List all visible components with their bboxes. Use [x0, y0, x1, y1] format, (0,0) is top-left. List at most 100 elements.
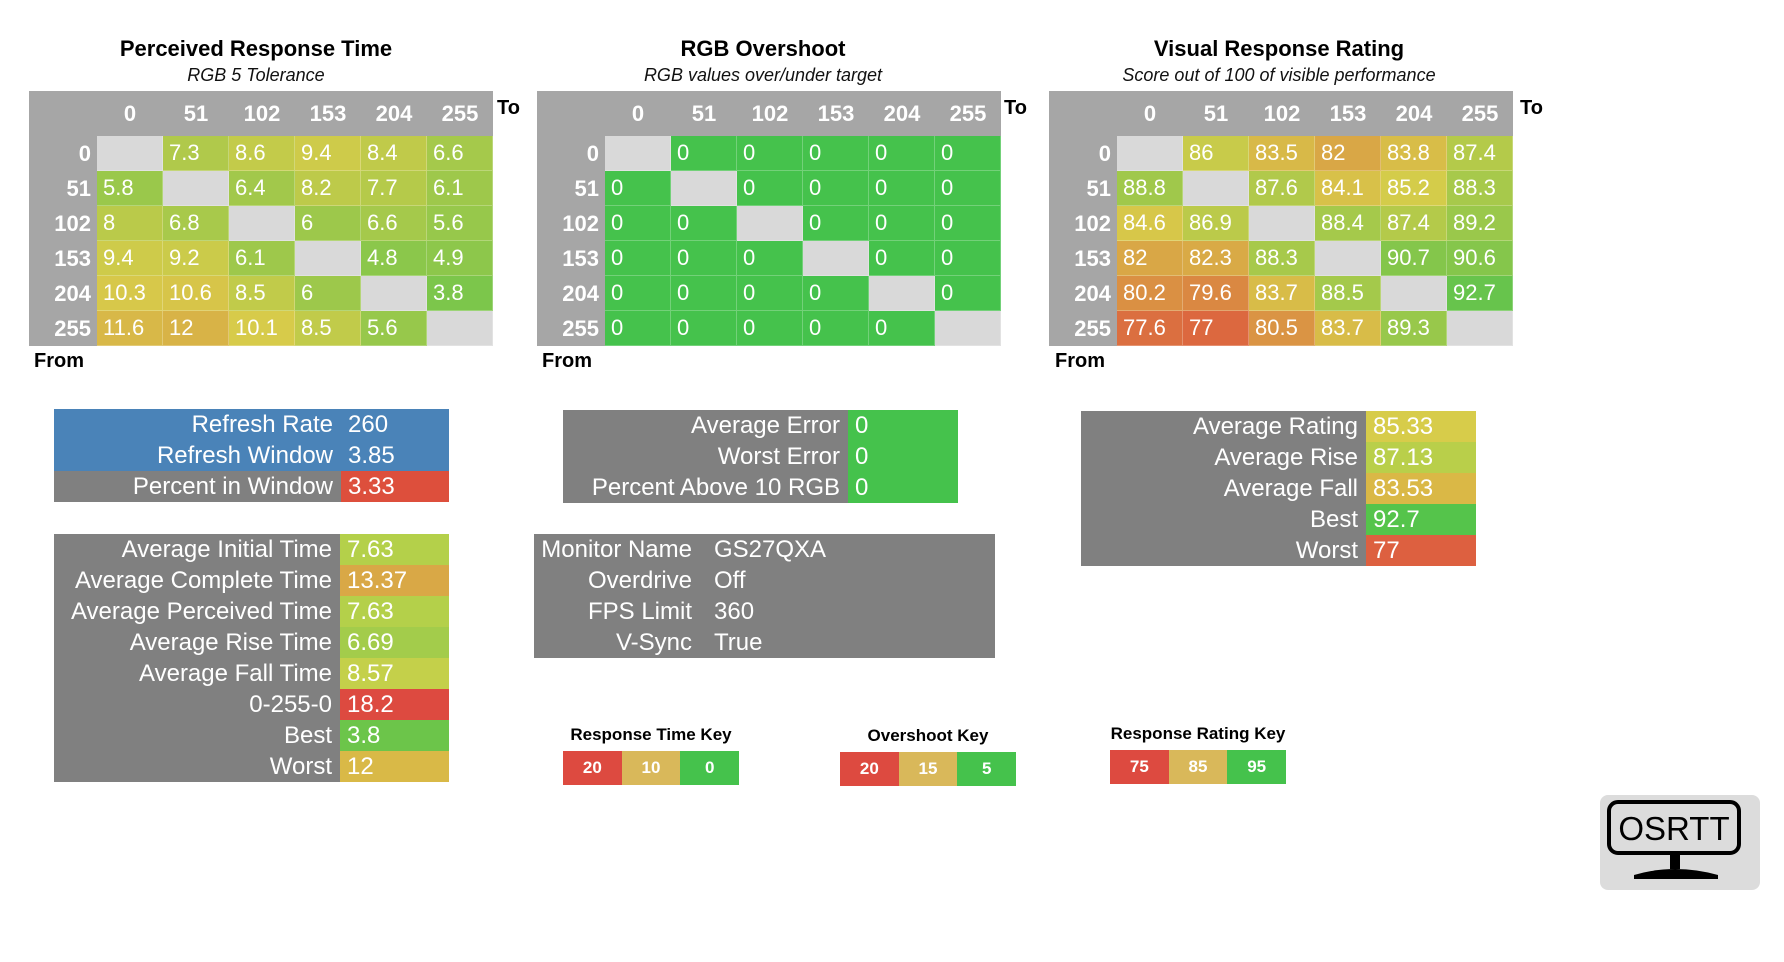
- key-swatch: 85: [1168, 750, 1228, 784]
- heatmap-col-header: 0: [1143, 100, 1157, 126]
- heatmap-cell: 82.3: [1183, 241, 1249, 276]
- heatmap-cell: 83.8: [1381, 136, 1447, 171]
- heatmap-diagonal-cell: [97, 136, 163, 171]
- heatmap-row-header: 255: [562, 315, 599, 341]
- heatmap-col-header: 102: [1263, 100, 1301, 126]
- heatmap-col-header: 153: [309, 100, 347, 126]
- heatmap-cell: 12: [163, 311, 229, 346]
- key-swatch: 95: [1227, 750, 1287, 784]
- heatmap-cell: 8.5: [229, 276, 295, 311]
- heatmap-cell: 11.6: [97, 311, 163, 346]
- heatmap-cell: 9.4: [295, 136, 361, 171]
- stat-label: Percent in Window: [54, 471, 341, 502]
- heatmap-cell: 0: [671, 276, 737, 311]
- heatmap-row-header: 153: [562, 245, 599, 271]
- heatmap-col-header: 153: [1329, 100, 1367, 126]
- heatmap-cell: 0: [671, 311, 737, 346]
- heatmap-cell: 6.6: [427, 136, 493, 171]
- heatmap-cell: 6: [295, 276, 361, 311]
- stat-label: Monitor Name: [541, 535, 692, 563]
- heatmap-row-header: 153: [1074, 245, 1111, 271]
- heatmap-row-header: 102: [562, 210, 599, 236]
- heatmap-row-header: 255: [54, 315, 91, 341]
- heatmap-cell: 3.8: [427, 276, 493, 311]
- heatmap-cell: 90.6: [1447, 241, 1513, 276]
- heatmap-cell: 0: [605, 241, 671, 276]
- stat-label: Average Fall Time: [139, 659, 332, 687]
- stat-label: Average Rise Time: [129, 628, 332, 656]
- heatmap-col-header: 255: [1461, 100, 1499, 126]
- stat-label: Average Complete Time: [74, 566, 332, 594]
- heatmap-row-header: 102: [54, 210, 91, 236]
- heatmap-col-header: 0: [123, 100, 137, 126]
- key-swatch: 5: [957, 752, 1017, 786]
- heatmap-overshoot: 0 51 102 153 204 255 0 0 0 0 0 0 51 0 0 0 0 0 102 0 0 0 0 0 153 0…: [537, 91, 1001, 346]
- heatmap-cell: 0: [869, 311, 935, 346]
- heatmap-cell: 6.4: [229, 171, 295, 206]
- stat-value: 7.63: [340, 534, 449, 565]
- stat-value: 87.13: [1366, 442, 1476, 473]
- stat-value: 3.8: [340, 720, 449, 751]
- heatmap-diagonal-cell: [935, 311, 1001, 346]
- stat-value: True: [714, 628, 763, 656]
- heatmap-col-header: 255: [949, 100, 987, 126]
- heatmap-diagonal-cell: [295, 241, 361, 276]
- response-time-panel: Average Initial Time 7.63 Average Complete…: [54, 534, 449, 782]
- heatmap-cell: 0: [803, 171, 869, 206]
- heatmap-cell: 0: [935, 241, 1001, 276]
- heatmap-cell: 10.3: [97, 276, 163, 311]
- heatmap-cell: 90.7: [1381, 241, 1447, 276]
- heatmap-cell: 0: [605, 276, 671, 311]
- heatmap-cell: 80.5: [1249, 311, 1315, 346]
- to-axis-label: To: [1520, 97, 1543, 119]
- heatmap-cell: 0: [935, 136, 1001, 171]
- heatmap-diagonal-cell: [803, 241, 869, 276]
- stat-label: Average Initial Time: [121, 535, 332, 563]
- heatmap-cell: 0: [737, 311, 803, 346]
- heatmap-cell: 0: [605, 206, 671, 241]
- heatmap-cell: 86: [1183, 136, 1249, 171]
- heatmap-cell: 87.4: [1381, 206, 1447, 241]
- heatmap-title-overshoot: RGB Overshoot: [680, 36, 846, 61]
- heatmap-cell: 77.6: [1117, 311, 1183, 346]
- stat-value: 0: [848, 441, 958, 472]
- stat-value: 3.33: [341, 471, 449, 502]
- key-swatch: 15: [898, 752, 958, 786]
- heatmap-subtitle-overshoot: RGB values over/under target: [643, 65, 883, 85]
- rating-panel: Average Rating 85.33 Average Rise 87.13 Aver…: [1081, 411, 1476, 566]
- stat-value: 0: [848, 472, 958, 503]
- heatmap-diagonal-cell: [869, 276, 935, 311]
- stat-value: 3.85: [341, 440, 449, 471]
- heatmap-cell: 8: [97, 206, 163, 241]
- heatmap-col-header: 102: [751, 100, 789, 126]
- heatmap-subtitle-response: RGB 5 Tolerance: [187, 65, 325, 85]
- from-axis-label: From: [34, 350, 84, 372]
- heatmap-col-header: 255: [441, 100, 479, 126]
- heatmap-row-header: 51: [574, 175, 599, 201]
- heatmap-cell: 4.9: [427, 241, 493, 276]
- stat-label: 0-255-0: [249, 690, 332, 718]
- heatmap-col-header: 51: [183, 100, 209, 126]
- key-swatch: 75: [1110, 750, 1169, 784]
- heatmap-diagonal-cell: [427, 311, 493, 346]
- heatmap-cell: 0: [605, 171, 671, 206]
- heatmap-row-header: 102: [1074, 210, 1111, 236]
- monitor-icon: OSRTT: [1607, 800, 1741, 879]
- heatmap-cell: 87.6: [1249, 171, 1315, 206]
- heatmap-row-header: 0: [78, 140, 91, 166]
- overshoot-key: Overshoot Key 20 15 5: [840, 726, 1017, 786]
- heatmap-cell: 83.7: [1249, 276, 1315, 311]
- refresh-panel: Refresh Rate 260 Refresh Window 3.85 Percent…: [54, 409, 449, 502]
- heatmap-cell: 0: [869, 206, 935, 241]
- stat-label: FPS Limit: [587, 597, 692, 625]
- heatmap-subtitle-rating: Score out of 100 of visible performance: [1122, 65, 1436, 85]
- stat-label: Average Fall: [1223, 474, 1358, 502]
- heatmap-cell: 5.6: [427, 206, 493, 241]
- heatmap-cell: 88.4: [1315, 206, 1381, 241]
- heatmap-row-header: 204: [54, 280, 91, 306]
- heatmap-cell: 10.6: [163, 276, 229, 311]
- heatmap-response-time: 0 51 102 153 204 255 0 7.3 8.6 9.4 8.4 6.6 51 5.8 6.4 8…: [29, 91, 493, 346]
- heatmap-cell: 0: [737, 276, 803, 311]
- stat-label: Overdrive: [587, 566, 692, 594]
- heatmap-cell: 6.6: [361, 206, 427, 241]
